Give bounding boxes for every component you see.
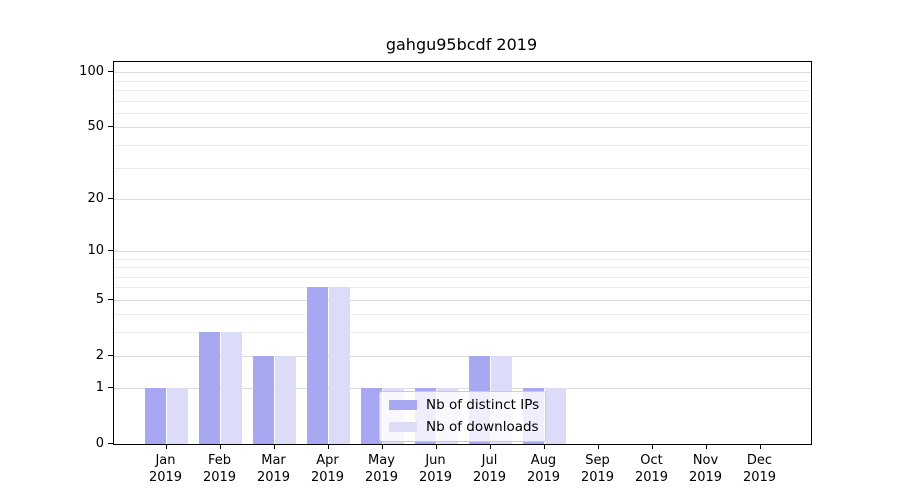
ytick-mark-0 [108,443,113,444]
ytick-mark-20 [108,197,113,199]
ytick-mark-10 [108,249,113,251]
xtick-mark-dec [759,444,761,449]
legend-swatch-downloads [389,422,417,432]
legend-label-distinct-ips: Nb of distinct IPs [426,397,540,413]
ytick-label-50: 50 [87,119,104,135]
xtick-label-jul: Jul 2019 [472,453,507,485]
gridline-y-6 [114,287,811,289]
ytick-label-5: 5 [95,291,104,307]
xtick-mark-jan [165,444,167,449]
xtick-mark-jul [489,444,491,449]
bar-feb-distinct-ips [198,332,221,444]
xtick-label-dec: Dec 2019 [742,453,777,485]
gridline-y-70 [114,100,811,102]
legend-swatch-distinct-ips [389,400,417,410]
bar-may-distinct-ips [360,388,383,444]
gridline-y-60 [114,113,811,115]
gridline-y-7 [114,276,811,278]
ytick-label-0: 0 [95,436,104,451]
gridline-y-3 [114,332,811,334]
xtick-label-jan: Jan 2019 [148,453,183,485]
gridline-y-50 [114,127,811,129]
gridline-y-9 [114,258,811,260]
gridline-y-20 [114,198,811,200]
bar-jan-downloads [166,388,189,444]
xtick-mark-apr [327,444,329,449]
xtick-mark-oct [651,444,653,449]
ytick-mark-50 [108,126,113,128]
xtick-label-may: May 2019 [364,453,399,485]
xtick-label-nov: Nov 2019 [688,453,723,485]
xtick-label-sep: Sep 2019 [580,453,615,485]
xtick-mark-jun [435,444,437,449]
xtick-label-apr: Apr 2019 [310,453,345,485]
xtick-mark-nov [705,444,707,449]
bar-apr-downloads [328,287,351,444]
xtick-label-jun: Jun 2019 [418,453,453,485]
xtick-label-feb: Feb 2019 [202,453,237,485]
gridline-y-2 [114,355,811,357]
ytick-label-1: 1 [95,380,104,396]
chart-title: gahgu95bcdf 2019 [385,35,538,54]
xtick-mark-feb [219,444,221,449]
gridline-y-5 [114,299,811,301]
bar-aug-downloads [544,388,567,444]
xtick-mark-may [381,444,383,449]
ytick-label-2: 2 [95,347,104,363]
bar-mar-downloads [274,355,297,444]
gridline-y-1 [114,388,811,390]
xtick-label-mar: Mar 2019 [256,453,291,485]
ytick-label-20: 20 [87,190,104,206]
ytick-mark-100 [108,71,113,73]
ytick-mark-5 [108,298,113,300]
gridline-y-8 [114,267,811,269]
xtick-mark-aug [543,444,545,449]
gridline-y-80 [114,90,811,92]
ytick-mark-1 [108,387,113,389]
xtick-label-oct: Oct 2019 [634,453,669,485]
gridline-y-100 [114,72,811,74]
legend-row: Nb of distinct IPs [389,397,539,413]
bar-apr-distinct-ips [306,287,329,444]
plot-area [113,61,812,445]
bar-feb-downloads [220,332,243,444]
legend-label-downloads: Nb of downloads [426,419,539,435]
bar-jan-distinct-ips [144,388,167,444]
ytick-label-10: 10 [87,242,104,258]
gridline-y-40 [114,145,811,147]
gridline-y-10 [114,250,811,252]
xtick-mark-sep [597,444,599,449]
legend-row: Nb of downloads [389,419,539,435]
xtick-label-aug: Aug 2019 [526,453,561,485]
bar-mar-distinct-ips [252,355,275,444]
ytick-label-100: 100 [79,64,104,80]
ytick-mark-2 [108,354,113,356]
gridline-y-4 [114,314,811,316]
gridline-y-90 [114,80,811,82]
gridline-y-30 [114,167,811,169]
xtick-mark-mar [273,444,275,449]
legend: Nb of distinct IPs Nb of downloads [379,391,546,442]
